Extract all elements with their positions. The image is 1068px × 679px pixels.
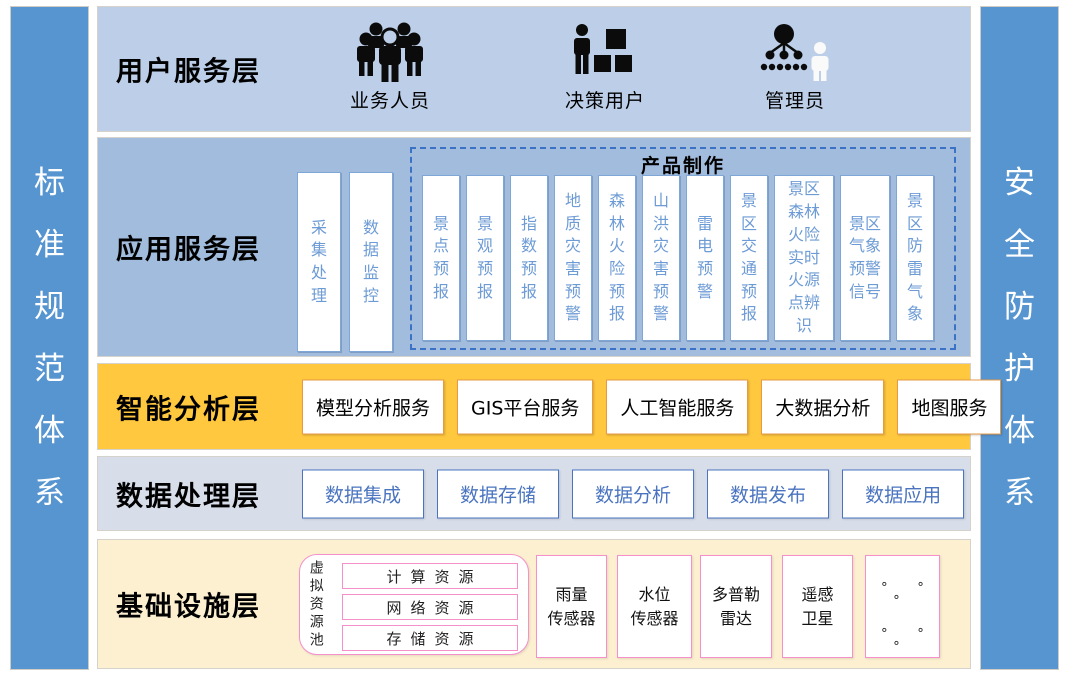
- resource-item: 存储资源: [342, 625, 518, 651]
- data-item: 数据分析: [572, 469, 695, 518]
- analysis-item: 模型分析服务: [302, 379, 445, 434]
- role-business-staff: 业务人员: [325, 21, 455, 113]
- product-item: 景区森林火险实时火源点辨识: [774, 175, 834, 341]
- role-admin: 管理员: [730, 21, 860, 113]
- layer-user-service-label: 用户服务层: [116, 56, 261, 87]
- virtual-resource-pool: 虚拟资源池 计算资源 网络资源 存储资源: [299, 554, 529, 655]
- product-item: 地质灾害预警: [554, 175, 592, 341]
- layer-infrastructure-label: 基础设施层: [116, 591, 261, 622]
- analysis-item: 人工智能服务: [606, 379, 749, 434]
- device-water-level-sensor: 水位 传感器: [617, 555, 692, 658]
- virtual-resource-pool-label: 虚拟资源池: [309, 560, 324, 649]
- device-doppler-radar: 多普勒 雷达: [700, 555, 772, 658]
- sidebar-standards: 标准规范体系: [11, 7, 88, 669]
- analysis-item: GIS平台服务: [457, 379, 594, 434]
- decision-user-icon: [574, 24, 632, 74]
- product-item: 景观预报: [466, 175, 504, 341]
- app-item-collection-processing: 采集处理: [297, 172, 341, 352]
- analysis-item: 大数据分析: [761, 379, 885, 434]
- ellipsis-row: ∘ ∘ ∘: [880, 623, 937, 651]
- device-more-ellipsis: ∘ ∘ ∘ ∘ ∘ ∘: [865, 555, 940, 658]
- device-rain-sensor: 雨量 传感器: [536, 555, 607, 658]
- product-item: 景区气象预警信号: [840, 175, 890, 341]
- sidebar-security-label: 安全防护体系: [1003, 165, 1035, 510]
- layer-data-processing: 数据处理层 数据集成 数据存储 数据分析 数据发布 数据应用: [98, 457, 970, 530]
- people-group-icon: [357, 22, 423, 82]
- layer-intelligent-analysis-label: 智能分析层: [116, 394, 261, 424]
- product-item: 山洪灾害预警: [642, 175, 680, 341]
- product-item: 雷电预警: [686, 175, 724, 341]
- data-boxes: 数据集成 数据存储 数据分析 数据发布 数据应用: [302, 469, 965, 518]
- ellipsis-row: ∘ ∘ ∘: [880, 577, 937, 605]
- data-item: 数据存储: [437, 469, 560, 518]
- device-remote-sensing-satellite: 遥感 卫星: [782, 555, 853, 658]
- data-item: 数据集成: [302, 469, 425, 518]
- product-item: 景区防雷气象: [896, 175, 934, 341]
- role-admin-label: 管理员: [764, 91, 825, 112]
- analysis-boxes: 模型分析服务 GIS平台服务 人工智能服务 大数据分析 地图服务: [302, 379, 1002, 434]
- role-decision-user-label: 决策用户: [564, 91, 645, 112]
- product-making-title: 产品制作: [640, 156, 725, 177]
- sidebar-standards-label: 标准规范体系: [33, 165, 65, 510]
- layer-infrastructure: 基础设施层 虚拟资源池 计算资源 网络资源 存储资源 雨量 传感器 水位 传感器…: [98, 540, 970, 668]
- product-making-columns: 景点预报 景观预报 指数预报 地质灾害预警 森林火险预报 山洪灾害预警 雷电预警…: [422, 175, 934, 341]
- layer-user-service: 用户服务层: [98, 7, 970, 131]
- admin-orgchart-icon: [760, 24, 829, 81]
- resource-item: 网络资源: [342, 594, 518, 620]
- product-item: 森林火险预报: [598, 175, 636, 341]
- data-item: 数据应用: [842, 469, 965, 518]
- layer-data-processing-label: 数据处理层: [116, 481, 261, 511]
- product-making-group: 产品制作 景点预报 景观预报 指数预报 地质灾害预警 森林火险预报 山洪灾害预警…: [410, 147, 956, 350]
- product-item: 景点预报: [422, 175, 460, 341]
- product-item: 指数预报: [510, 175, 548, 341]
- role-business-staff-label: 业务人员: [349, 91, 430, 112]
- layer-application-service: 应用服务层 采集处理 数据监控 产品制作 景点预报 景观预报 指数预报 地质灾害…: [98, 138, 970, 356]
- layer-application-service-label: 应用服务层: [116, 234, 261, 265]
- resource-item: 计算资源: [342, 563, 518, 589]
- product-item: 景区交通预报: [730, 175, 768, 341]
- role-decision-user: 决策用户: [540, 21, 670, 113]
- layer-intelligent-analysis: 智能分析层 模型分析服务 GIS平台服务 人工智能服务 大数据分析 地图服务: [98, 364, 1002, 449]
- virtual-resource-pool-items: 计算资源 网络资源 存储资源: [342, 563, 518, 651]
- app-item-data-monitoring: 数据监控: [349, 172, 393, 352]
- analysis-item: 地图服务: [897, 379, 1002, 434]
- sidebar-security: 安全防护体系: [981, 7, 1058, 669]
- data-item: 数据发布: [707, 469, 830, 518]
